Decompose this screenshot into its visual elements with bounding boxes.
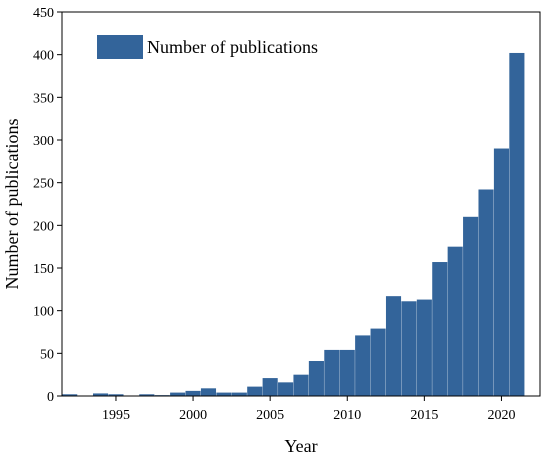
y-tick-label: 150 [33, 262, 54, 277]
bar-2006 [278, 382, 294, 396]
x-axis-title: Year [284, 436, 317, 456]
x-tick-label: 1995 [102, 408, 130, 423]
y-tick-label: 350 [33, 91, 54, 106]
legend: Number of publications [97, 35, 318, 59]
bars-group [62, 52, 525, 397]
y-tick-label: 450 [33, 6, 54, 21]
bar-1992 [62, 394, 78, 396]
bar-2007 [293, 374, 309, 396]
y-tick-label: 50 [40, 347, 54, 362]
bar-2020 [493, 148, 510, 396]
y-axis-title: Number of publications [2, 119, 22, 290]
bar-1994 [92, 393, 109, 396]
bar-2002 [216, 392, 232, 396]
y-tick-label: 400 [33, 49, 54, 64]
bar-2005 [262, 378, 278, 396]
y-tick-label: 0 [47, 390, 54, 405]
bar-2004 [247, 386, 263, 396]
bar-2013 [385, 296, 402, 396]
y-tick-label: 200 [33, 219, 54, 234]
bar-1995 [108, 394, 124, 396]
bar-2010 [339, 349, 355, 396]
x-axis-ticks: 1995 2000 2005 2010 2015 2020 [102, 396, 515, 423]
bar-2011 [355, 335, 371, 396]
legend-swatch [97, 35, 143, 59]
x-tick-label: 2005 [256, 408, 284, 423]
bar-2019 [478, 189, 494, 396]
bar-2000 [185, 390, 201, 396]
bar-2009 [324, 349, 340, 396]
plot-frame [61, 11, 541, 397]
y-axis-ticks: 0 50 100 150 200 250 300 350 400 450 [33, 6, 62, 405]
bar-2014 [401, 301, 417, 396]
y-tick-label: 100 [33, 305, 54, 320]
bar-2001 [200, 388, 217, 396]
bar-2018 [463, 216, 479, 396]
y-tick-label: 300 [33, 134, 54, 149]
bar-2015 [416, 299, 432, 396]
bar-1999 [170, 392, 186, 396]
bar-1997 [139, 394, 155, 396]
legend-label: Number of publications [147, 37, 318, 57]
bar-2003 [231, 392, 247, 396]
bar-2008 [308, 361, 324, 396]
x-tick-label: 2020 [487, 408, 515, 423]
bar-2017 [447, 246, 463, 396]
bar-2016 [432, 262, 448, 396]
y-tick-label: 250 [33, 177, 54, 192]
x-tick-label: 2015 [410, 408, 438, 423]
bar-2012 [370, 328, 386, 396]
x-tick-label: 2000 [179, 408, 207, 423]
bar-2021 [509, 52, 525, 397]
x-tick-label: 2010 [333, 408, 361, 423]
